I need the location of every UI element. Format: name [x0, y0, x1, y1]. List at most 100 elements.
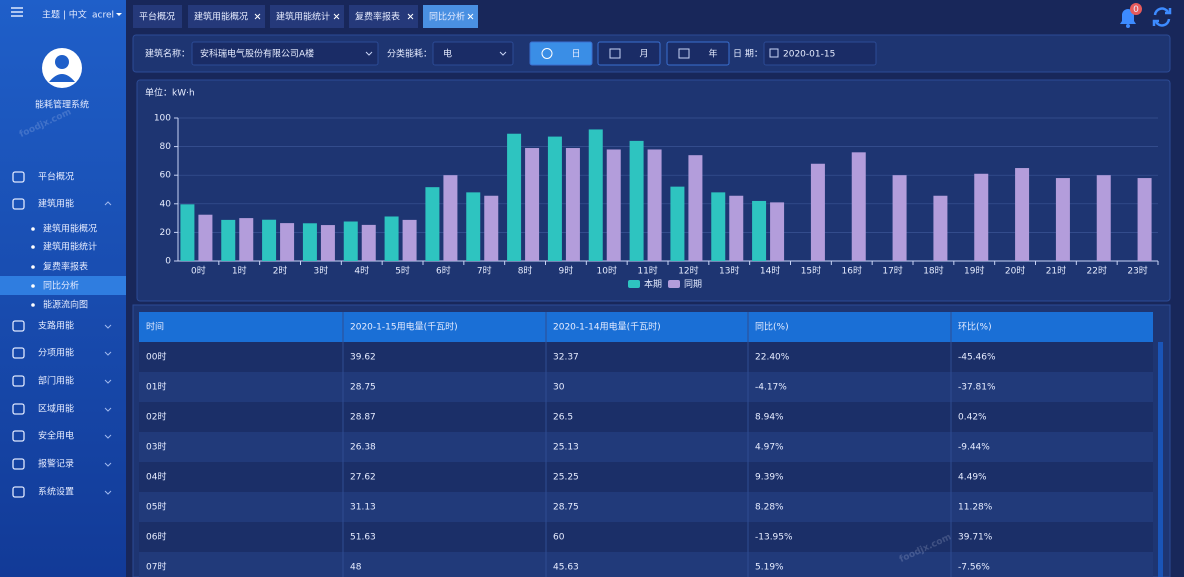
menu-item[interactable]: 建筑用能 [38, 198, 74, 210]
user-caret[interactable] [116, 13, 122, 16]
period-label[interactable]: 日 [571, 49, 580, 60]
calendar-icon [609, 48, 621, 59]
bar [443, 175, 458, 261]
submenu-item[interactable]: 同比分析 [43, 280, 79, 292]
menu-chevron [104, 490, 112, 495]
menu-item[interactable]: 安全用电 [38, 430, 74, 442]
menu-chevron [104, 407, 112, 412]
bar [361, 224, 376, 261]
bar [1096, 175, 1111, 261]
bar [565, 148, 580, 261]
submenu-item[interactable]: 建筑用能概况 [43, 223, 97, 235]
menu-chevron [104, 379, 112, 384]
tab-close[interactable] [254, 13, 261, 20]
bar [588, 129, 603, 261]
bar [384, 216, 399, 261]
x-tick-label: 17时 [882, 265, 902, 277]
table-cell: -45.46% [958, 353, 996, 363]
calendar-icon [769, 48, 779, 58]
table-cell: 28.75 [553, 503, 579, 513]
menu-item[interactable]: 平台概况 [38, 171, 74, 183]
period-button[interactable] [597, 41, 661, 66]
menu-icon [12, 430, 25, 442]
category-select[interactable] [432, 41, 514, 66]
x-tick-label: 22时 [1087, 265, 1107, 277]
table-cell: 8.28% [755, 503, 784, 513]
x-tick-label: 4时 [354, 265, 369, 277]
bar [810, 163, 825, 261]
bar [239, 218, 254, 261]
table-cell: 30 [553, 383, 565, 393]
tab-close[interactable] [407, 13, 414, 20]
y-tick-label: 100 [154, 114, 171, 124]
menu-item[interactable]: 系统设置 [38, 486, 74, 498]
table-cell: 02时 [146, 411, 166, 423]
tab-close[interactable] [333, 13, 340, 20]
menu-item[interactable]: 支路用能 [38, 320, 74, 332]
menu-item[interactable]: 区域用能 [38, 403, 74, 415]
tab-label[interactable]: 建筑用能统计 [276, 11, 330, 23]
scrollbar[interactable] [1158, 342, 1163, 577]
bar [1137, 178, 1152, 261]
avatar [42, 48, 82, 88]
refresh-icon[interactable] [1152, 7, 1172, 27]
table-cell: 05时 [146, 501, 166, 513]
tab-close[interactable] [467, 13, 474, 20]
menu-icon [12, 403, 25, 415]
column-header: 同比(%) [755, 321, 789, 333]
bar [770, 202, 785, 261]
clock-icon [541, 48, 553, 59]
table-cell: 51.63 [350, 533, 376, 543]
bell-icon[interactable] [1120, 3, 1142, 28]
table-cell: 01时 [146, 381, 166, 393]
menu-chevron [104, 201, 112, 206]
menu-toggle[interactable] [11, 7, 23, 17]
bar [343, 221, 358, 261]
x-tick-label: 14时 [760, 265, 780, 277]
period-button[interactable] [529, 41, 593, 66]
building-select[interactable] [191, 41, 379, 66]
table-cell: 28.75 [350, 383, 376, 393]
bar [752, 200, 767, 261]
period-label[interactable]: 年 [708, 48, 717, 60]
tab-label[interactable]: 复费率报表 [355, 11, 400, 23]
tab[interactable] [133, 5, 182, 28]
table-cell: -7.56% [958, 563, 990, 573]
tab-label[interactable]: 建筑用能概况 [194, 11, 248, 23]
submenu-item[interactable]: 能源流向图 [43, 299, 88, 311]
tab-label[interactable]: 同比分析 [429, 11, 465, 23]
table-row [139, 372, 1153, 402]
submenu-item[interactable]: 建筑用能统计 [43, 241, 97, 253]
user-name[interactable]: acrel [92, 11, 114, 21]
x-tick-label: 18时 [923, 265, 943, 277]
table-cell: -13.95% [755, 533, 793, 543]
bar [198, 214, 213, 261]
menu-item[interactable]: 报警记录 [38, 458, 74, 470]
table-cell: 27.62 [350, 473, 376, 483]
tab[interactable] [423, 5, 478, 28]
column-header: 环比(%) [958, 321, 992, 333]
bar [302, 223, 317, 261]
tab[interactable] [188, 5, 265, 28]
submenu-item[interactable]: 复费率报表 [43, 261, 88, 273]
x-tick-label: 11时 [637, 265, 657, 277]
y-tick-label: 0 [165, 257, 171, 267]
x-tick-label: 15时 [801, 265, 821, 277]
tab-label[interactable]: 平台概况 [139, 11, 175, 23]
table-cell: 00时 [146, 351, 166, 363]
submenu-dot [31, 265, 35, 269]
tab[interactable] [349, 5, 418, 28]
bar [851, 152, 866, 261]
category-value: 电 [443, 48, 452, 60]
menu-icon [12, 320, 25, 332]
y-axis-label: 单位：kW·h [145, 87, 195, 99]
tab[interactable] [270, 5, 344, 28]
date-input[interactable] [763, 41, 877, 66]
table-cell: 60 [553, 533, 565, 543]
x-tick-label: 9时 [559, 265, 574, 277]
table-cell: 28.87 [350, 413, 376, 423]
period-button[interactable] [666, 41, 730, 66]
menu-item[interactable]: 分项用能 [38, 347, 74, 359]
period-label[interactable]: 月 [639, 49, 648, 60]
menu-item[interactable]: 部门用能 [38, 375, 74, 387]
